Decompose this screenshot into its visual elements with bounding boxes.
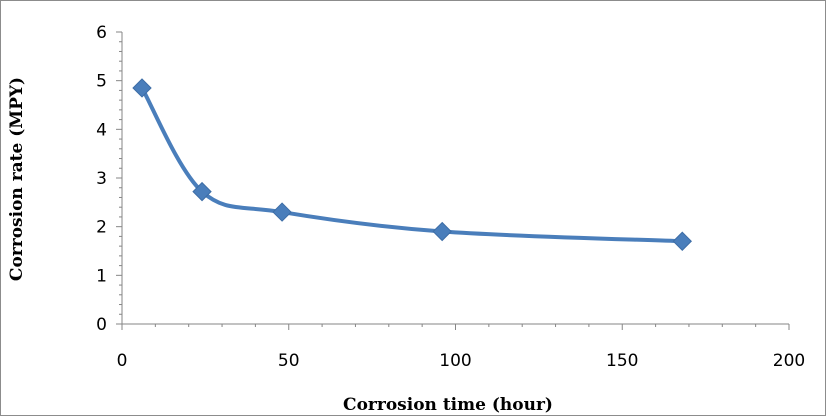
y-tick-label: 3 xyxy=(96,169,107,189)
x-tick-label: 200 xyxy=(773,351,805,371)
x-tick-label: 100 xyxy=(439,351,471,371)
y-tick-label: 1 xyxy=(96,266,107,286)
y-axis-title: Corrosion rate (MPY) xyxy=(7,77,27,281)
data-point-marker xyxy=(672,231,692,251)
y-ticks: 0 1 2 3 4 5 6 xyxy=(96,23,122,335)
series-line xyxy=(140,85,685,244)
x-ticks: 0 50 100 150 200 xyxy=(117,324,805,371)
x-tick-label: 50 xyxy=(278,351,300,371)
y-tick-label: 5 xyxy=(96,72,107,92)
data-point-marker xyxy=(432,221,452,242)
series-layer xyxy=(132,78,692,251)
y-tick-label: 0 xyxy=(96,315,107,335)
x-tick-label: 0 xyxy=(117,351,128,371)
data-point-marker xyxy=(192,181,212,202)
y-tick-label: 2 xyxy=(96,218,107,238)
x-axis-title: Corrosion time (hour) xyxy=(343,395,553,415)
data-point-marker xyxy=(272,202,292,222)
x-tick-label: 150 xyxy=(606,351,638,371)
axes xyxy=(121,32,789,325)
y-tick-label: 4 xyxy=(96,120,107,140)
data-point-marker xyxy=(132,78,152,98)
y-tick-label: 6 xyxy=(96,23,107,43)
